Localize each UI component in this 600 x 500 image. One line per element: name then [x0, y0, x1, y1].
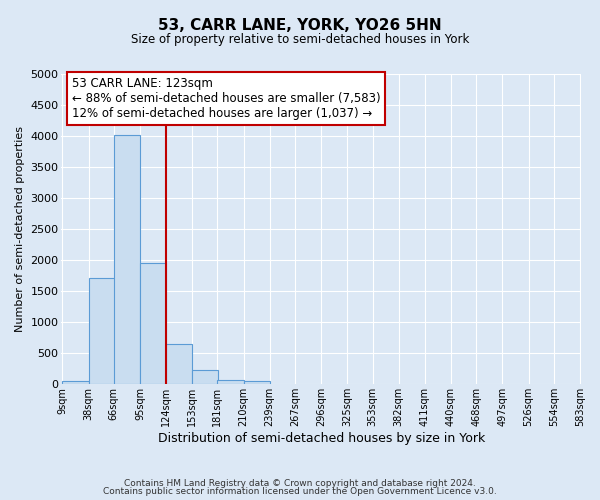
Text: 53 CARR LANE: 123sqm
← 88% of semi-detached houses are smaller (7,583)
12% of se: 53 CARR LANE: 123sqm ← 88% of semi-detac… — [72, 77, 380, 120]
Bar — [114, 135, 140, 384]
Text: Size of property relative to semi-detached houses in York: Size of property relative to semi-detach… — [131, 32, 469, 46]
Bar — [192, 370, 218, 384]
Bar — [140, 264, 166, 384]
Text: 53, CARR LANE, YORK, YO26 5HN: 53, CARR LANE, YORK, YO26 5HN — [158, 18, 442, 32]
X-axis label: Distribution of semi-detached houses by size in York: Distribution of semi-detached houses by … — [158, 432, 485, 445]
Text: Contains HM Land Registry data © Crown copyright and database right 2024.: Contains HM Land Registry data © Crown c… — [124, 478, 476, 488]
Text: Contains public sector information licensed under the Open Government Licence v3: Contains public sector information licen… — [103, 487, 497, 496]
Bar — [89, 278, 115, 384]
Bar — [217, 380, 244, 384]
Y-axis label: Number of semi-detached properties: Number of semi-detached properties — [15, 126, 25, 332]
Bar — [166, 344, 192, 385]
Bar — [244, 381, 270, 384]
Bar — [62, 381, 89, 384]
